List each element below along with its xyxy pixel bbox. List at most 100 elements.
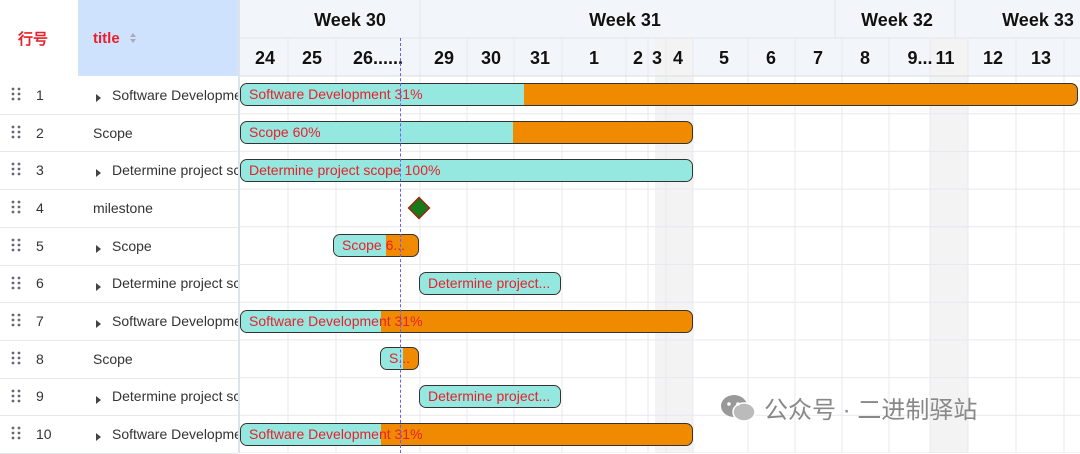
wechat-icon (721, 394, 756, 422)
watermark: 公众号 · 二进制驿站 (720, 390, 977, 425)
row-line (0, 226, 238, 228)
task-bar[interactable]: S... (380, 347, 419, 371)
day-label: 6 (766, 48, 776, 68)
expand-caret[interactable] (95, 241, 103, 253)
expand-caret[interactable] (95, 316, 103, 329)
day-label: 25 (302, 48, 322, 68)
drag-handle[interactable] (10, 162, 22, 178)
row-title: Determine project scope (112, 388, 238, 405)
today-line (400, 38, 401, 453)
row-index: 3 (36, 162, 44, 179)
day-label: 1 (589, 48, 599, 68)
day-label: 29 (434, 48, 454, 68)
expand-caret[interactable] (95, 165, 103, 178)
drag-handle[interactable] (10, 351, 22, 367)
bar-label: Determine project... (428, 274, 551, 291)
weekend-shade (655, 38, 693, 453)
row-title: Determine project scope (112, 275, 238, 292)
task-table: 行号 title 1 Software Development 2 Scope 3 Det… (0, 0, 238, 454)
day-label: 7 (813, 48, 823, 68)
day-label: 31 (530, 48, 550, 68)
task-bar[interactable]: Determine project scope 100% (240, 158, 693, 182)
watermark-text: 公众号 · 二进制驿站 (764, 397, 978, 424)
row-index: 1 (36, 86, 44, 103)
progress (420, 385, 560, 407)
bar-label: Software Development 31% (249, 312, 423, 329)
day-label: 12 (983, 48, 1003, 68)
row-index: 2 (36, 124, 44, 141)
task-bar[interactable]: Determine project... (419, 384, 561, 408)
day-label: 5 (719, 48, 729, 68)
row-index: 6 (36, 275, 44, 292)
progress (241, 423, 381, 445)
week-label: Week 32 (861, 10, 933, 30)
progress (334, 235, 386, 257)
drag-handle[interactable] (10, 125, 22, 141)
task-bar[interactable]: Software Development 31% (240, 422, 693, 446)
day-label: 13 (1031, 48, 1051, 68)
row-index: 10 (36, 426, 52, 443)
task-bar[interactable]: Scope 60% (240, 121, 693, 145)
row-index: 8 (36, 350, 44, 367)
progress (420, 272, 560, 294)
row-line (0, 377, 238, 379)
task-bar[interactable]: Scope 6... (333, 234, 419, 258)
expand-caret[interactable] (95, 279, 103, 291)
progress (241, 310, 381, 332)
title-header-bg (78, 0, 238, 76)
row-line (0, 339, 238, 341)
splitter[interactable] (238, 0, 240, 453)
bar-label: Software Development 31% (249, 86, 423, 103)
progress (241, 84, 524, 106)
bar-label: Determine project... (428, 387, 551, 404)
expand-caret[interactable] (95, 429, 103, 442)
drag-handle[interactable] (10, 200, 22, 216)
sort-icon[interactable] (129, 32, 137, 44)
task-bar[interactable]: Determine project... (419, 271, 561, 295)
row-line (0, 415, 238, 417)
milestone[interactable] (407, 196, 431, 220)
row-title: Software Development (112, 313, 238, 330)
row-index: 7 (36, 313, 44, 330)
drag-handle[interactable] (10, 238, 22, 254)
week-label: Week 30 (314, 10, 386, 30)
row-title: milestone (93, 199, 153, 216)
row-line (0, 113, 238, 115)
day-label: 26...... (353, 48, 403, 68)
row-line (0, 189, 238, 191)
task-bar[interactable]: Software Development 31% (240, 309, 693, 333)
day-label: 2 (633, 48, 643, 68)
day-label: 9... (907, 48, 932, 68)
bar-label: Determine project scope 100% (249, 161, 441, 178)
row-title: Software Development (112, 426, 238, 443)
day-label: 4 (673, 48, 683, 68)
bar-label: Scope 6... (342, 237, 406, 254)
day-label: 30 (481, 48, 501, 68)
title-header[interactable]: title (93, 29, 120, 47)
expand-caret[interactable] (95, 392, 103, 404)
bar-label: Scope 60% (249, 124, 321, 141)
day-label: 8 (860, 48, 870, 68)
index-header: 行号 (18, 30, 49, 48)
progress (241, 122, 513, 144)
week-label: Week 31 (589, 10, 661, 30)
week-label: Week 33 (1002, 10, 1074, 30)
drag-handle[interactable] (10, 87, 22, 103)
row-title: Determine project scope (112, 162, 238, 179)
day-label: 24 (255, 48, 275, 68)
drag-handle[interactable] (10, 426, 22, 442)
drag-handle[interactable] (10, 276, 22, 292)
drag-handle[interactable] (10, 313, 22, 329)
row-line (0, 264, 238, 266)
drag-handle[interactable] (10, 389, 22, 405)
row-line (0, 151, 238, 153)
row-title: Software Development (112, 86, 238, 103)
row-title: Scope (112, 237, 152, 254)
expand-caret[interactable] (95, 90, 103, 102)
task-bar[interactable]: Software Development 31% (240, 83, 1078, 107)
weekend-shade (930, 38, 968, 453)
progress (381, 348, 403, 370)
bar-label: Software Development 31% (249, 425, 423, 442)
